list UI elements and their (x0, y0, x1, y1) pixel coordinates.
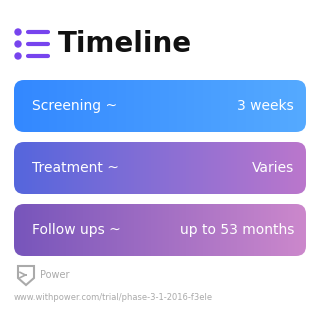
FancyBboxPatch shape (14, 204, 306, 256)
Text: Follow ups ~: Follow ups ~ (32, 223, 121, 237)
Circle shape (15, 29, 21, 35)
Text: 3 weeks: 3 weeks (237, 99, 294, 113)
Text: www.withpower.com/trial/phase-3-1-2016-f3ele: www.withpower.com/trial/phase-3-1-2016-f… (14, 292, 213, 301)
FancyBboxPatch shape (14, 142, 306, 194)
Circle shape (15, 53, 21, 59)
Text: up to 53 months: up to 53 months (180, 223, 294, 237)
FancyBboxPatch shape (14, 80, 306, 132)
Text: Treatment ~: Treatment ~ (32, 161, 119, 175)
Text: Varies: Varies (252, 161, 294, 175)
Text: Screening ~: Screening ~ (32, 99, 117, 113)
Text: Power: Power (40, 270, 69, 280)
Text: Timeline: Timeline (58, 30, 192, 58)
Circle shape (15, 41, 21, 47)
